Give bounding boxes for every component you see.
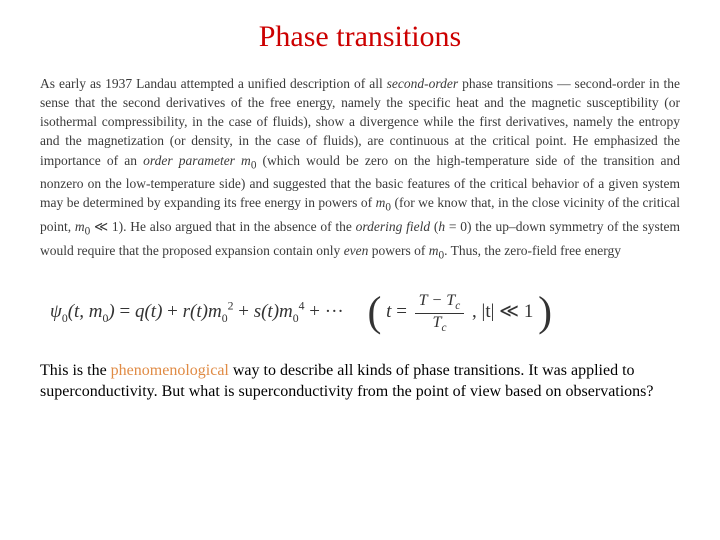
equation-main: ψ0(t, m0) = q(t) + r(t)m02 + s(t)m04 + ·… (50, 301, 344, 322)
free-energy-equation: ψ0(t, m0) = q(t) + r(t)m02 + s(t)m04 + ·… (50, 292, 680, 333)
slide-title: Phase transitions (40, 20, 680, 54)
fraction-numerator: T − Tc (415, 292, 465, 313)
slide-container: Phase transitions As early as 1937 Landa… (0, 0, 720, 423)
equation-suffix: , |t| ≪ 1 (472, 301, 533, 322)
fraction-denominator: Tc (415, 314, 465, 334)
footer-paragraph: This is the phenomenological way to desc… (40, 360, 680, 403)
rparen-icon: ) (538, 290, 552, 336)
fraction: T − Tc Tc (415, 292, 465, 333)
lparen-icon: ( (367, 290, 381, 336)
main-paragraph: As early as 1937 Landau attempted a unif… (40, 74, 680, 264)
